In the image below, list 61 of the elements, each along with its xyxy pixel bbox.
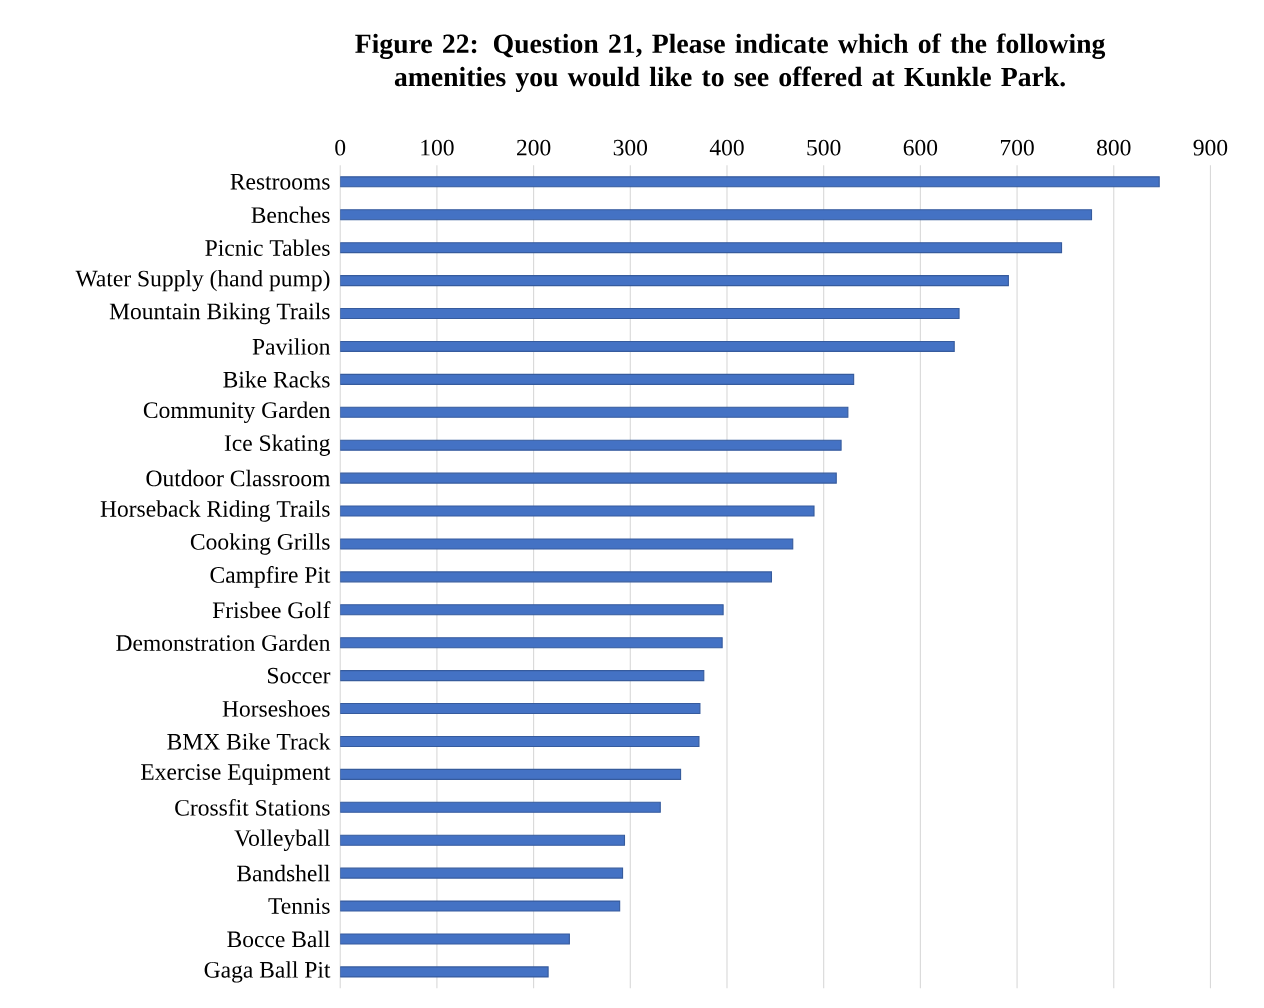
bar <box>340 867 624 879</box>
y-tick-label: Horseback Riding Trails <box>100 500 330 522</box>
bar <box>340 406 849 418</box>
y-tick-label: Gaga Ball Pit <box>204 961 331 983</box>
y-tick-label: Water Supply (hand pump) <box>75 269 330 292</box>
bar <box>340 472 837 484</box>
y-tick-label: Community Garden <box>143 401 331 423</box>
y-tick-label: Crossfit Stations <box>175 798 330 816</box>
bar <box>340 242 1063 254</box>
bar <box>340 768 682 780</box>
y-tick-label: Horseshoes <box>222 700 330 717</box>
bar <box>340 275 1009 287</box>
x-tick-label: 400 <box>709 139 744 156</box>
bar <box>340 307 960 320</box>
y-tick-label: Volleyball <box>234 829 331 851</box>
bar <box>340 834 626 846</box>
bar <box>340 505 815 517</box>
bar <box>340 340 955 352</box>
y-tick-label: Campfire Pit <box>210 566 331 588</box>
bar <box>340 702 701 715</box>
x-tick-label: 0 <box>335 139 346 156</box>
bar <box>340 439 842 451</box>
chart-title: Figure 22: Question 21, Please indicate which of the following amenities you would like to see offered at Kunkle Park. <box>355 33 1106 93</box>
x-tick-label: 600 <box>903 139 938 156</box>
y-tick-label: Outdoor Classroom <box>146 469 331 487</box>
y-tick-label: Restrooms <box>230 174 330 190</box>
x-tick-label: 800 <box>1097 139 1131 156</box>
y-tick-label: Bike Racks <box>223 371 330 388</box>
x-tick-label: 500 <box>807 139 841 156</box>
y-tick-label: Bandshell <box>237 864 330 882</box>
y-tick-label: Pavilion <box>252 338 331 355</box>
bar <box>340 900 621 912</box>
y-tick-label: Mountain Biking Trails <box>109 302 330 325</box>
bar <box>340 604 724 616</box>
x-tick-label: 200 <box>517 139 551 156</box>
x-tick-label: 900 <box>1193 139 1228 156</box>
y-tick-label: Bocce Ball <box>227 930 330 948</box>
y-tick-label: Ice Skating <box>224 434 331 456</box>
y-tick-label: BMX Bike Track <box>167 733 331 750</box>
bar <box>340 637 723 649</box>
y-tick-label: Demonstration Garden <box>116 634 331 651</box>
y-tick-label: Tennis <box>268 898 330 914</box>
bar <box>340 209 1093 221</box>
bar <box>340 735 700 747</box>
bar <box>340 538 794 550</box>
bar <box>340 373 855 385</box>
x-tick-label: 100 <box>421 139 454 156</box>
bar <box>340 966 549 978</box>
y-tick-label: Soccer <box>267 667 331 684</box>
y-tick-label: Frisbee Golf <box>212 601 331 619</box>
x-tick-label: 700 <box>1000 139 1034 156</box>
x-tick-label: 300 <box>613 139 648 156</box>
bar <box>340 933 570 945</box>
y-tick-label: Benches <box>251 206 330 223</box>
bar <box>340 670 705 682</box>
bar <box>340 176 1160 188</box>
bar <box>340 801 661 813</box>
y-tick-label: Picnic Tables <box>205 239 330 256</box>
y-tick-label: Exercise Equipment <box>141 764 331 785</box>
y-tick-label: Cooking Grills <box>190 533 330 555</box>
bar <box>340 571 773 583</box>
